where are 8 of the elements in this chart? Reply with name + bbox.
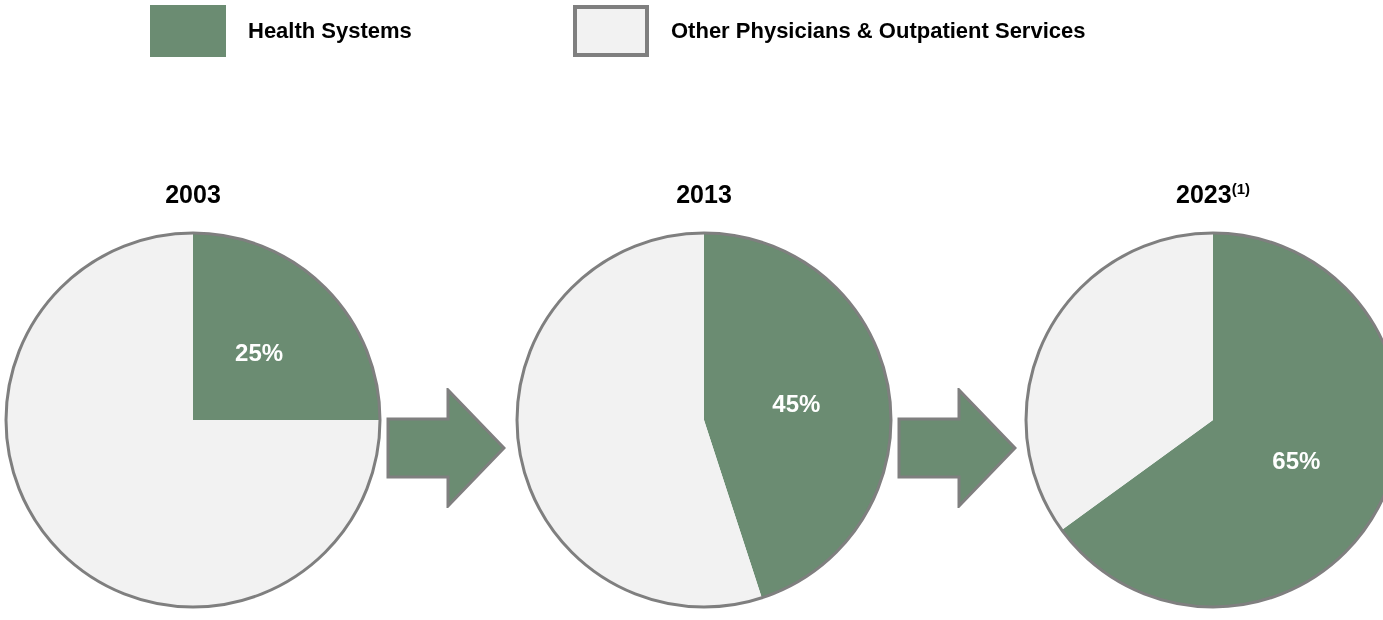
legend-label: Other Physicians & Outpatient Services bbox=[671, 18, 1086, 44]
chart-title: 2013 bbox=[675, 180, 733, 210]
chart-title: 2023$^{(1)}$ bbox=[1175, 180, 1251, 211]
legend-label: Health Systems bbox=[248, 18, 412, 44]
data-label: 65% bbox=[1272, 447, 1321, 475]
data-label: 45% bbox=[772, 390, 821, 417]
data-label: 25% bbox=[235, 338, 284, 366]
text: 2003 bbox=[164, 180, 222, 210]
